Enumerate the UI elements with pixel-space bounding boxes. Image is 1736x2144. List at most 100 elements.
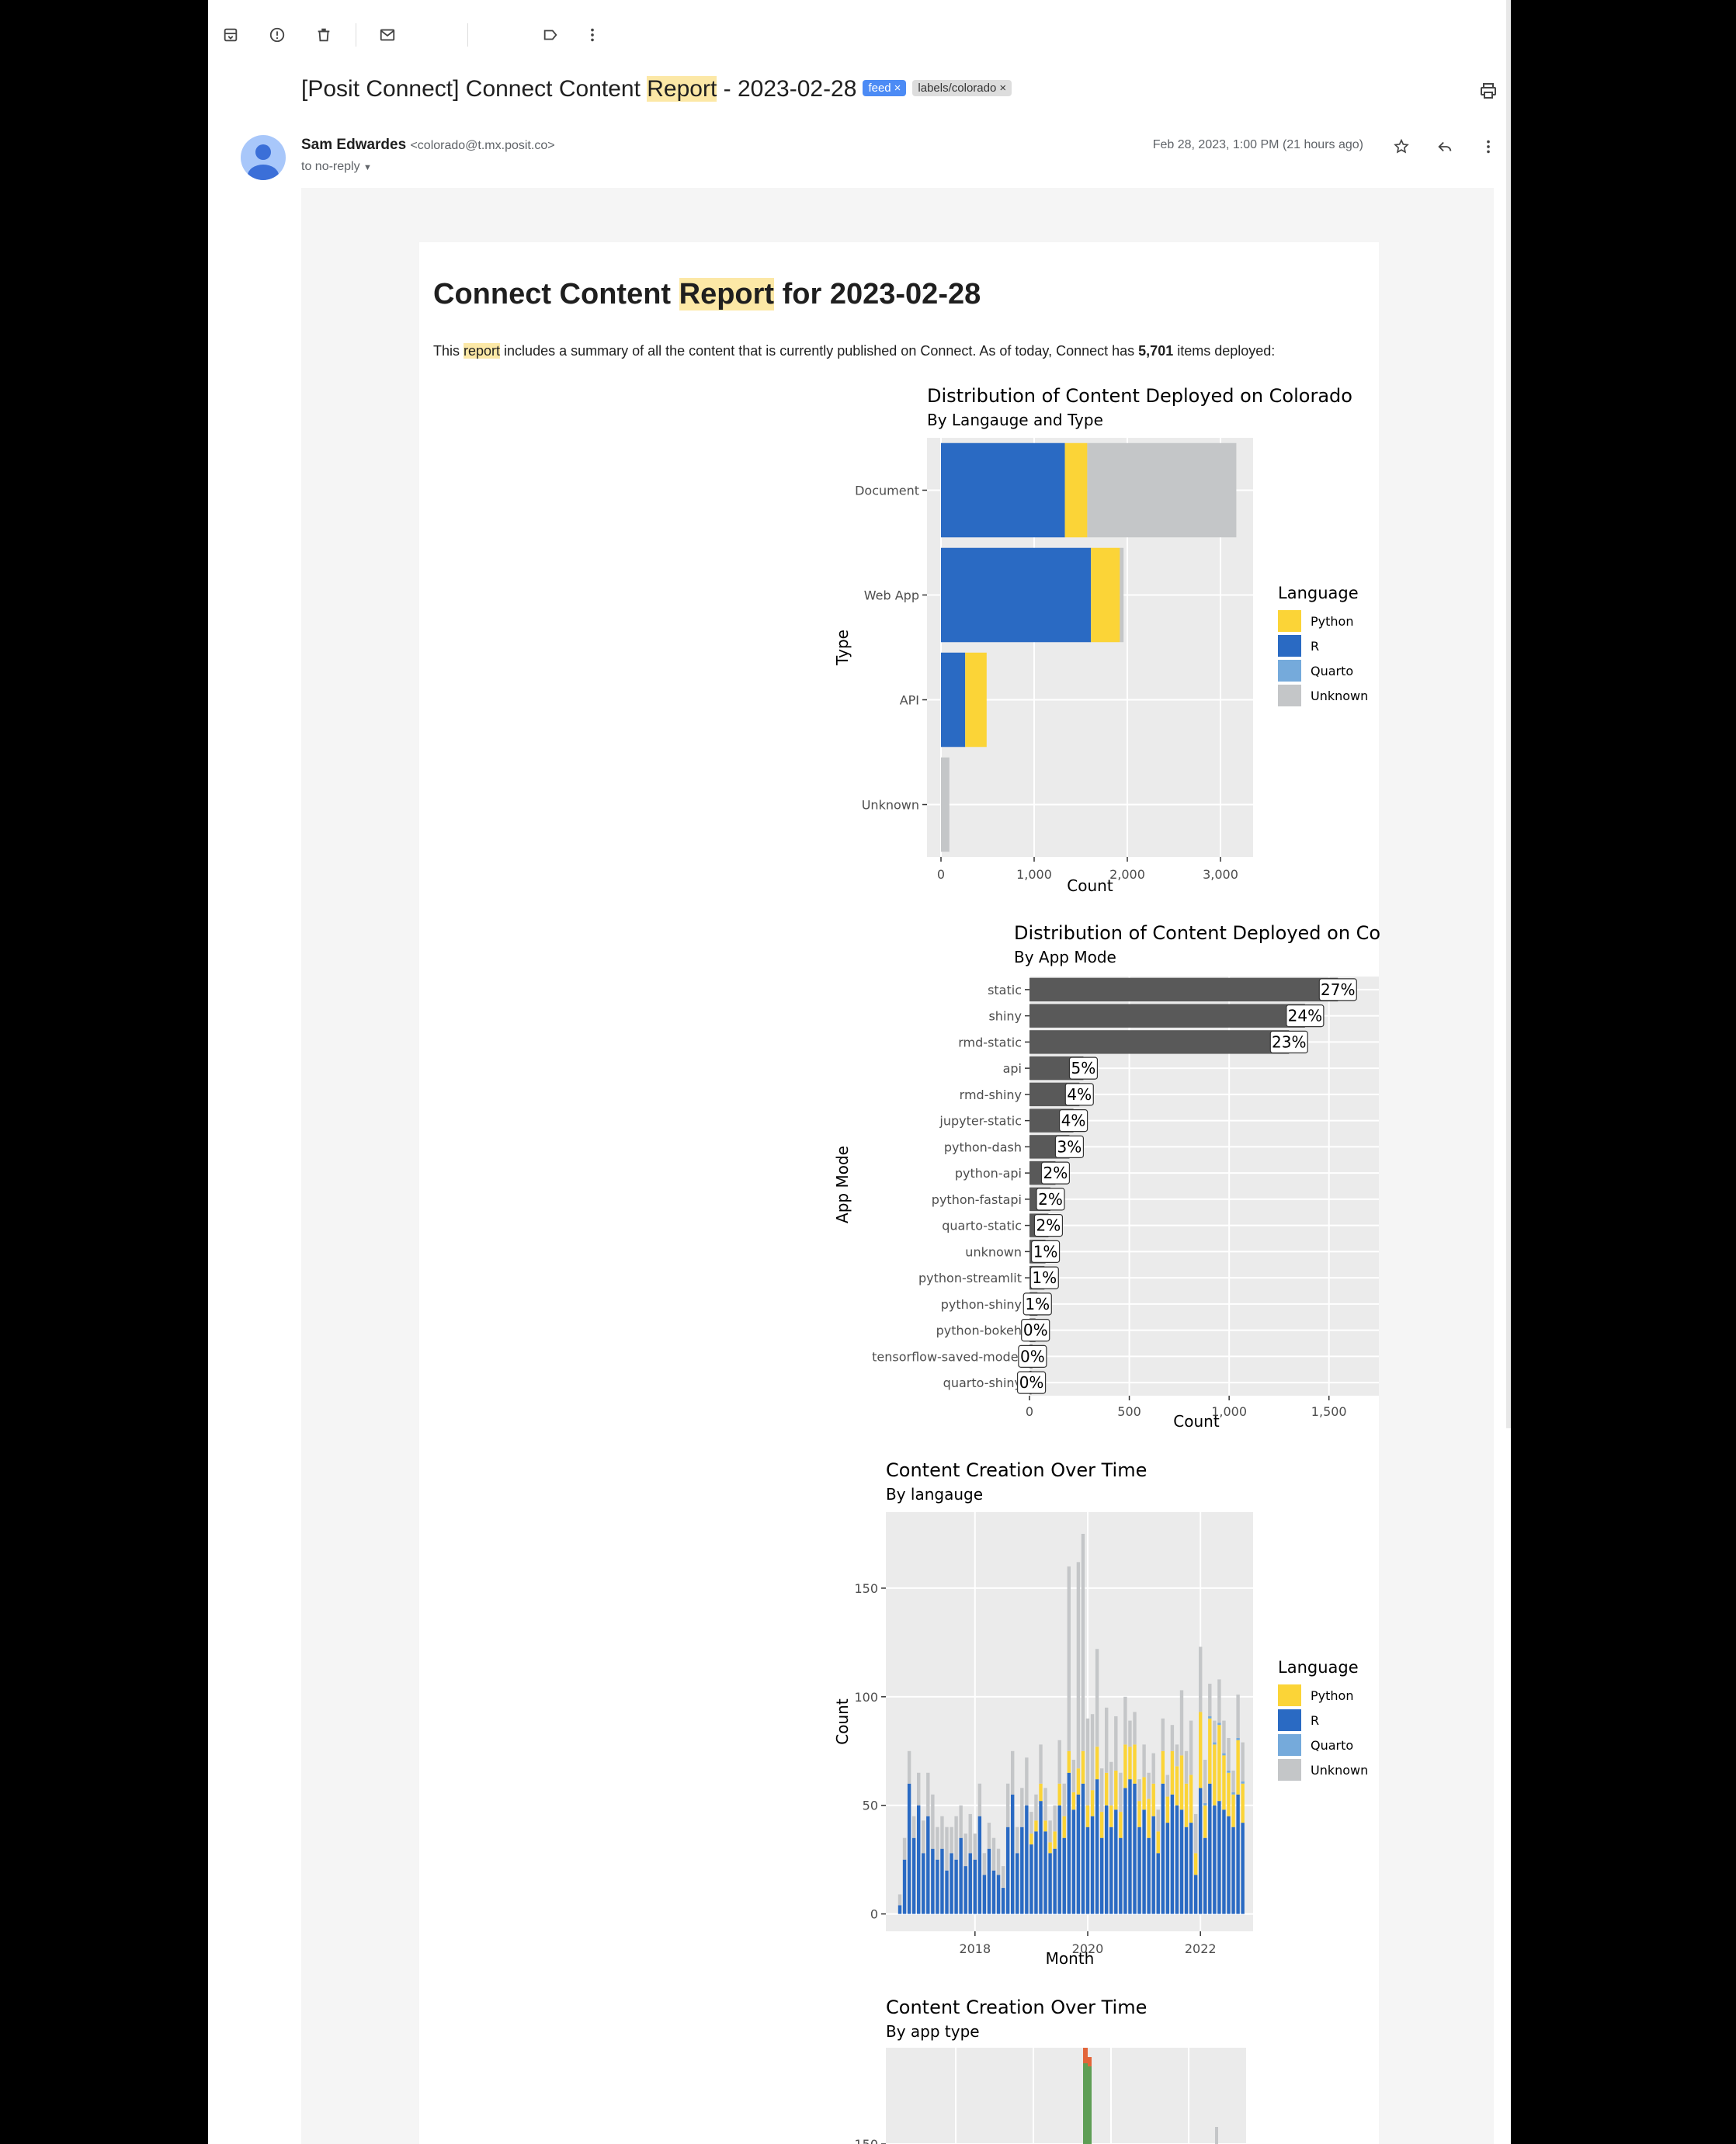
y-tick-label: 100 [854,1690,878,1705]
bar-segment [965,652,987,748]
y-axis-title: Count [833,1698,852,1745]
y-tick-label: python-shiny [941,1297,1022,1312]
bar-segment [1053,1848,1057,1914]
delete-button[interactable] [311,22,337,48]
message-more-button[interactable] [1475,134,1502,160]
archive-button[interactable] [217,22,244,48]
recipient-details[interactable]: to no-reply ▼ [301,160,372,174]
bar-segment [1081,1750,1085,1784]
y-tick-label: quarto-static [942,1219,1022,1233]
bar-segment [1114,1716,1118,1771]
label-chip-feed[interactable]: feed × [863,79,907,96]
bar-segment [954,1816,958,1860]
bar-segment [945,1827,949,1871]
bar-segment [1016,1827,1019,1854]
y-tick-label: python-api [955,1166,1022,1181]
bar-segment [954,1859,958,1914]
bar-segment [1119,1772,1123,1813]
bar-segment [1213,1805,1217,1914]
avatar[interactable] [241,135,286,180]
bar-segment [996,1848,1001,1875]
bar-segment [1142,1744,1146,1778]
bar-segment [1088,2057,1092,2066]
bar-segment [1062,1783,1066,1816]
bar-segment [1161,1750,1165,1784]
bar-segment [1120,547,1124,643]
bar-segment [911,1837,916,1914]
star-icon [1394,138,1409,154]
x-tick-label: 2022 [1185,1941,1217,1956]
bar-segment [1231,1794,1235,1827]
bar-segment [1151,1753,1155,1784]
bar-segment [1236,1740,1240,1795]
scrollbar[interactable] [1506,0,1511,1428]
x-tick-label: 3,000 [1203,867,1238,882]
label-chip-colorado[interactable]: labels/colorado × [912,79,1012,96]
star-button[interactable] [1388,134,1415,160]
subject-date: - 2023-02-28 [717,76,857,102]
bar-segment [950,1853,953,1914]
bar [1029,977,1338,1002]
sender-name[interactable]: Sam Edwardes [301,137,407,153]
bar-segment [1067,1566,1071,1751]
x-tick-label: 0 [1026,1404,1033,1419]
data-label: 3% [1057,1137,1082,1156]
bar-segment [1199,1788,1203,1914]
delete-icon [318,28,330,42]
chart-language-type: Distribution of Content Deployed on Colo… [833,385,1368,895]
bar-segment [1165,1775,1170,1797]
reply-button[interactable] [1432,134,1458,160]
bar-segment [1062,1837,1066,1914]
bar-segment [1217,1679,1221,1723]
bar-segment [1142,1777,1146,1810]
chart-creation-app-type: Content Creation Over Time By app type 1… [854,1997,1246,2144]
legend-label: Python [1311,1688,1353,1703]
mark-unread-button[interactable] [374,22,401,48]
bar-segment [1085,1805,1090,1827]
bar-segment [959,1837,963,1914]
data-label: 23% [1272,1032,1306,1051]
print-button[interactable] [1475,78,1502,104]
bar-segment [991,1870,996,1914]
bar-segment [1170,1794,1175,1914]
bar-segment [1005,1783,1010,1827]
bar-segment [1236,1737,1240,1740]
data-label: 0% [1019,1373,1044,1392]
remove-label-icon[interactable]: × [894,81,901,95]
email-subject: [Posit Connect] Connect Content Report -… [301,76,1012,102]
y-tick-label: python-fastapi [932,1192,1022,1207]
bar-segment [1085,1827,1090,1914]
bar-segment [1184,1783,1189,1827]
bar-segment [1109,1827,1113,1914]
bar-segment [1001,1866,1005,1889]
bar-segment [1048,1842,1052,1854]
legend-label: Python [1311,614,1353,629]
bar-segment [1156,1809,1160,1832]
remove-label-icon[interactable]: × [999,81,1007,95]
data-label: 24% [1288,1007,1322,1025]
report-spam-button[interactable] [264,22,290,48]
bar-segment [1133,1744,1137,1784]
bar-segment [1011,1794,1015,1914]
bar-segment [1090,1816,1095,1914]
bar-segment [1147,1799,1151,1838]
bar-segment [1034,1794,1038,1821]
bar-segment [941,442,1065,538]
bar-segment [1147,1837,1151,1914]
chart-title: Distribution of Content Deployed on Colo… [927,385,1352,407]
toolbar-divider [467,23,468,47]
bar-segment [1067,1772,1071,1914]
bar-segment [1087,442,1237,538]
bar-segment [1151,1816,1155,1914]
bar-segment [977,1783,982,1816]
bar-segment [1213,1742,1217,1745]
y-tick-label: python-dash [944,1140,1022,1154]
bar-segment [1016,1853,1019,1914]
bar-segment [1029,1812,1033,1834]
more-options-button[interactable] [579,22,606,48]
more-vert-icon [1487,140,1490,154]
data-label: 0% [1020,1347,1045,1365]
data-label-box [1023,1292,1052,1316]
y-tick-label: rmd-static [958,1035,1022,1049]
label-button[interactable] [537,22,564,48]
